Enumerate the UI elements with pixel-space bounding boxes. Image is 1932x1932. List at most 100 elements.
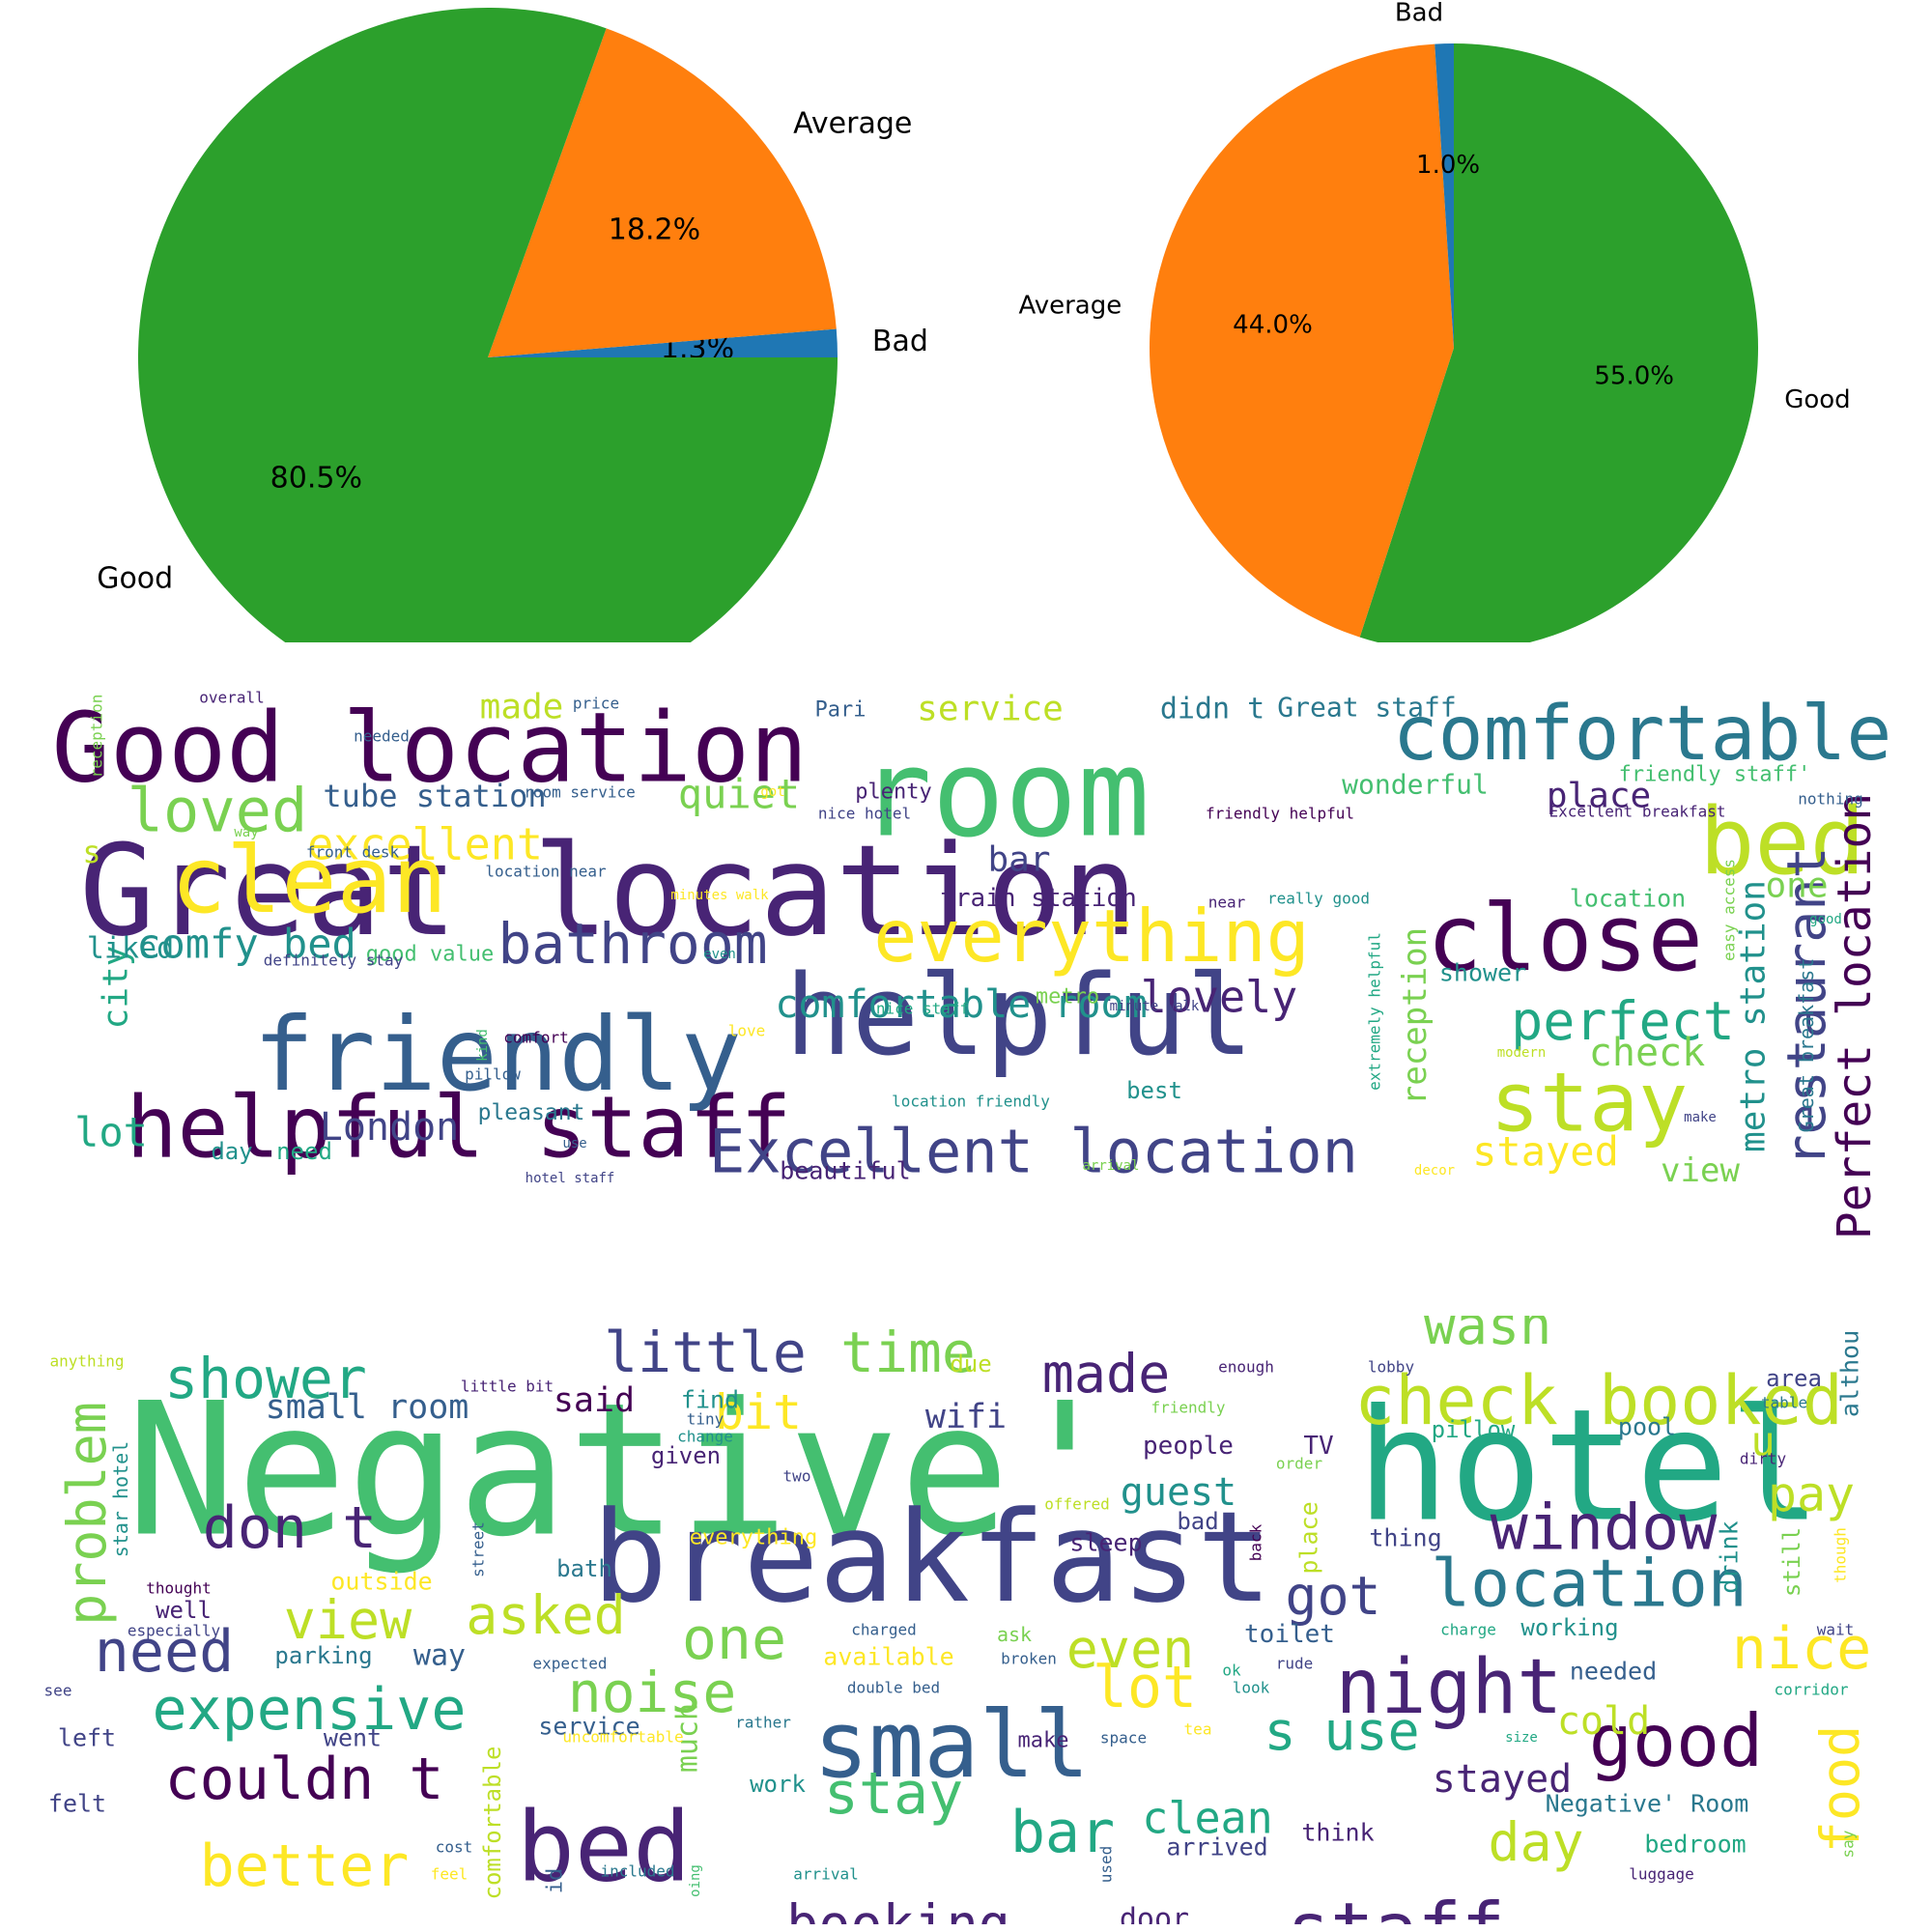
cloud1-word-nice-staff: nice staff	[876, 1000, 969, 1018]
cloud1-word-location-friendly: location friendly	[892, 1093, 1050, 1111]
cloud2-word-service: service	[538, 1713, 639, 1741]
cloud2-word-better: better	[200, 1833, 410, 1900]
cloud2-word-even: even	[1066, 1618, 1194, 1680]
cloud1-word-excellent-breakfast: Excellent breakfast	[1548, 803, 1725, 821]
cloud2-word-day: day	[1488, 1811, 1583, 1873]
cloud2-word-u: u	[1750, 1418, 1775, 1465]
cloud2-word-nice: nice	[1732, 1615, 1872, 1683]
cloud1-word-friendly-helpful: friendly helpful	[1206, 805, 1354, 823]
cloud1-word-didn-t: didn t	[1160, 693, 1264, 726]
cloud1-word-even: even	[703, 947, 736, 962]
cloud2-word-outside: outside	[330, 1568, 432, 1596]
cloud1-word-stayed: stayed	[1472, 1128, 1619, 1176]
cloud2-word-noise: noise	[568, 1660, 737, 1725]
cloud2-word-enough: enough	[1218, 1358, 1274, 1377]
cloud1-word-wonderful: wonderful	[1342, 769, 1489, 801]
cloud1-word-excellent-location: Excellent location	[709, 1117, 1358, 1187]
cloud1-word-perfect: perfect	[1511, 990, 1735, 1052]
cloud2-word-though: though	[1832, 1527, 1850, 1583]
cloud2-word-toilet: toilet	[1244, 1620, 1335, 1649]
cloud1-word-minutes-walk: minutes walk	[670, 888, 769, 903]
cloud2-word-ask: ask	[997, 1623, 1032, 1646]
cloud1-word-view: view	[1661, 1151, 1740, 1190]
cloud1-word-love: love	[728, 1022, 766, 1040]
cloud2-word-way: way	[413, 1639, 466, 1673]
cloud2-word-asked: asked	[466, 1584, 626, 1646]
cloud1-word-front-desk: front desk	[306, 843, 400, 862]
cloud1-word-friendly: friendly	[253, 996, 742, 1114]
cloud2-word-bath: bath	[556, 1555, 612, 1582]
cloud1-word-good-value: good value	[366, 943, 494, 967]
cloud2-word-size: size	[1505, 1730, 1538, 1746]
cloud1-word-perfect-location: Perfect location	[1828, 793, 1882, 1239]
cloud2-word-said: said	[554, 1381, 635, 1420]
cloud2-word-wifi: wifi	[925, 1398, 1007, 1436]
cloud1-word-location-near: location near	[485, 863, 607, 881]
cloud2-word-felt: felt	[48, 1790, 106, 1818]
cloud2-word-night: night	[1336, 1644, 1563, 1731]
pie1-pct-average: 18.2%	[609, 213, 700, 246]
cloud1-word-way: way	[234, 825, 258, 840]
cloud2-word-shower: shower	[164, 1346, 367, 1411]
cloud1-word-liked: liked	[87, 932, 174, 966]
cloud2-word-say: say	[1839, 1830, 1858, 1858]
cloud2-word-uncomfortable: uncomfortable	[562, 1728, 683, 1747]
cloud2-word-two: two	[783, 1467, 811, 1486]
cloud2-word-look: look	[1233, 1679, 1270, 1697]
cloud2-word-booking: booking	[786, 1893, 1010, 1924]
cloud1-word-location: location	[1570, 885, 1686, 913]
cloud2-word-change: change	[677, 1428, 733, 1446]
pie2-pct-bad: 1.0%	[1416, 151, 1480, 180]
cloud1-word-comfortable-room: comfortable room	[775, 982, 1147, 1027]
pie1-slice-good	[138, 8, 838, 642]
cloud1-word-comfort: comfort	[503, 1029, 568, 1047]
cloud2-word-star-hotel: star hotel	[109, 1441, 132, 1557]
cloud2-word-breakfast: breakfast	[592, 1484, 1272, 1631]
cloud2-word-stayed: stayed	[1433, 1757, 1573, 1802]
cloud1-word-service: service	[917, 690, 1064, 729]
cloud2-word-friendly: friendly	[1151, 1399, 1225, 1417]
cloud2-word-bad: bad	[1177, 1508, 1218, 1535]
cloud2-word-everything: everything	[690, 1526, 817, 1550]
cloud1-word-helpful: helpful	[785, 952, 1254, 1081]
cloud1-word-train-station: train station	[940, 884, 1137, 913]
cloud2-word-expected: expected	[532, 1655, 607, 1673]
cloud2-word-little: little	[604, 1320, 807, 1385]
cloud2-word-oing: oing	[688, 1864, 703, 1897]
pie2-pct-good: 55.0%	[1594, 362, 1674, 391]
cloud1-word-definitely-stay: definitely stay	[264, 952, 404, 970]
cloud1-word-friendly-staff: friendly staff'	[1619, 763, 1811, 787]
cloud1-word-metro-station: metro station	[1734, 880, 1774, 1152]
cloud2-word-negative-room: Negative' Room	[1546, 1790, 1749, 1818]
cloud2-word-pool: pool	[1618, 1413, 1676, 1441]
cloud2-word-charged: charged	[851, 1621, 916, 1639]
cloud2-word-drink: drink	[1716, 1520, 1744, 1593]
cloud2-word-offered: offered	[1044, 1495, 1109, 1514]
cloud1-word-make: make	[1684, 1110, 1717, 1125]
cloud1-word-beautiful: beautiful	[780, 1157, 910, 1185]
cloud2-word-cold: cold	[1557, 1699, 1650, 1744]
cloud1-word-needed: needed	[354, 727, 410, 746]
cloud2-word-don-t: don t	[203, 1494, 378, 1562]
cloud1-word-decor: decor	[1414, 1163, 1455, 1179]
cloud2-word-stay: stay	[824, 1760, 964, 1828]
cloud2-word-althou: althou	[1836, 1330, 1864, 1417]
cloud1-word-restaurant: restaurant	[1776, 846, 1837, 1166]
cloud2-word-tv: TV	[1303, 1432, 1333, 1461]
cloud2-word-lot: lot	[1093, 1654, 1197, 1721]
cloud2-word-people: people	[1143, 1432, 1234, 1461]
cloud1-word-helpful-staff: helpful staff	[127, 1078, 792, 1178]
pie2-label-bad: Bad	[1395, 0, 1443, 28]
cloud1-word-lovely: lovely	[1141, 972, 1298, 1023]
cloud1-word-loved: loved	[128, 776, 308, 846]
cloud1-word-pari: Pari	[815, 698, 867, 723]
cloud1-word-excellent: excellent	[307, 819, 543, 870]
cloud1-word-extremely-helpful: extremely helpful	[1366, 932, 1384, 1091]
cloud2-word-given: given	[651, 1442, 721, 1469]
cloud2-word-street: street	[469, 1521, 488, 1577]
cloud2-word-dirty: dirty	[1740, 1450, 1787, 1468]
cloud2-word-small: small	[813, 1692, 1090, 1799]
cloud1-word-room: room	[859, 724, 1150, 865]
cloud2-word-made: made	[1042, 1343, 1170, 1405]
